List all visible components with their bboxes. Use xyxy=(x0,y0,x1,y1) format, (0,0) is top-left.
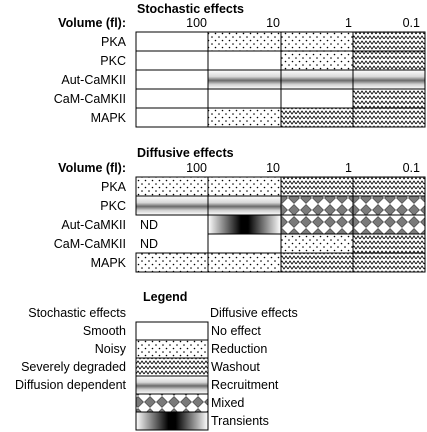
stochastic-grid xyxy=(135,31,426,128)
stochastic-cell-gradient xyxy=(352,69,426,90)
stochastic-row-label: PKA xyxy=(101,35,127,49)
stochastic-cell-none xyxy=(207,88,282,109)
stochastic-cell-none xyxy=(135,88,209,109)
diffusive-grid xyxy=(135,176,426,273)
stochastic-panel: Stochastic effects Volume (fl): 100 10 1… xyxy=(54,2,426,128)
diffusive-nd-label: ND xyxy=(140,218,158,232)
legend-diffusive-label: Transients xyxy=(211,414,269,428)
stochastic-row-labels: PKA PKC Aut-CaMKII CaM-CaMKII MAPK xyxy=(54,35,127,125)
legend-items: Smooth No effect Noisy Reduction Severely de… xyxy=(15,321,279,431)
stochastic-row-label: PKC xyxy=(100,54,126,68)
stochastic-cell-zigzag xyxy=(352,50,426,71)
diffusive-cell-zigzag xyxy=(280,176,354,197)
diffusive-panel: Diffusive effects Volume (fl): 100 10 1 … xyxy=(54,146,426,273)
stochastic-tick: 1 xyxy=(345,16,352,30)
stochastic-cell-zigzag xyxy=(352,88,426,109)
stochastic-cell-dots xyxy=(280,31,354,52)
legend-stochastic-label: Severely degraded xyxy=(21,360,126,374)
legend-diffusive-label: No effect xyxy=(211,324,261,338)
legend-swatch-dots xyxy=(135,339,209,359)
legend-diffusive-header: Diffusive effects xyxy=(210,306,298,320)
legend-stochastic-label: Noisy xyxy=(95,342,127,356)
diffusive-cell-dots xyxy=(280,233,354,254)
stochastic-row-label: Aut-CaMKII xyxy=(61,73,126,87)
stochastic-cell-none xyxy=(207,50,282,71)
stochastic-cell-none xyxy=(135,107,209,128)
diffusive-cell-zigzag xyxy=(352,252,426,273)
diffusive-cell-diamond xyxy=(352,214,426,235)
legend-diffusive-label: Washout xyxy=(211,360,260,374)
stochastic-title: Stochastic effects xyxy=(137,2,244,16)
diffusive-tick: 1 xyxy=(345,161,352,175)
stochastic-cell-none xyxy=(135,50,209,71)
diffusive-row-label: PKA xyxy=(101,180,127,194)
stochastic-cell-none xyxy=(135,69,209,90)
diffusive-cell-diamond xyxy=(280,195,354,216)
diffusive-tick: 0.1 xyxy=(403,161,420,175)
legend-title: Legend xyxy=(143,290,187,304)
diffusive-cell-dots xyxy=(207,252,282,273)
stochastic-cell-gradient xyxy=(207,69,282,90)
legend-swatch-gradient xyxy=(135,375,209,395)
stochastic-cell-zigzag xyxy=(352,31,426,52)
diffusive-volume-label: Volume (fl): xyxy=(58,161,126,175)
legend-stochastic-label: Diffusion dependent xyxy=(15,378,126,392)
stochastic-tick: 10 xyxy=(266,16,280,30)
stochastic-row-label: MAPK xyxy=(91,111,127,125)
diffusive-cell-dots xyxy=(207,176,282,197)
legend-diffusive-label: Recruitment xyxy=(211,378,279,392)
diffusive-row-label: PKC xyxy=(100,199,126,213)
diffusive-row-label: CaM-CaMKII xyxy=(54,237,126,251)
stochastic-cell-dots xyxy=(207,107,282,128)
diffusive-title: Diffusive effects xyxy=(137,146,234,160)
stochastic-row-label: CaM-CaMKII xyxy=(54,92,126,106)
stochastic-cell-dots xyxy=(207,31,282,52)
stochastic-cell-none xyxy=(135,31,209,52)
diffusive-tick: 10 xyxy=(266,161,280,175)
stochastic-tick: 100 xyxy=(186,16,207,30)
diffusive-cell-zigzag xyxy=(280,252,354,273)
legend-swatch-none xyxy=(135,321,209,341)
diffusive-cell-transient xyxy=(207,214,282,235)
legend: Legend Stochastic effects Diffusive effe… xyxy=(15,290,298,431)
diffusive-cell-diamond xyxy=(352,195,426,216)
legend-stochastic-header: Stochastic effects xyxy=(28,306,126,320)
stochastic-cell-none xyxy=(280,88,354,109)
stochastic-cell-zigzag xyxy=(352,107,426,128)
stochastic-cell-zigzag xyxy=(280,107,354,128)
stochastic-tick: 0.1 xyxy=(403,16,420,30)
diffusive-row-label: MAPK xyxy=(91,256,127,270)
diffusive-tick: 100 xyxy=(186,161,207,175)
legend-diffusive-label: Mixed xyxy=(211,396,244,410)
diffusive-cell-zigzag xyxy=(352,233,426,254)
legend-swatch-diamond xyxy=(135,393,209,413)
stochastic-cell-gradient xyxy=(280,69,354,90)
legend-diffusive-label: Reduction xyxy=(211,342,267,356)
diffusive-cell-gradient xyxy=(135,195,209,216)
diffusive-cell-diamond xyxy=(280,214,354,235)
diffusive-row-label: Aut-CaMKII xyxy=(61,218,126,232)
diffusive-cell-gradient xyxy=(207,195,282,216)
legend-swatch-zigzag xyxy=(135,357,209,377)
diffusive-nd-label: ND xyxy=(140,237,158,251)
diffusive-cell-zigzag xyxy=(352,176,426,197)
legend-swatch-transient xyxy=(135,411,209,431)
diffusive-cell-none xyxy=(207,233,282,254)
legend-stochastic-label: Smooth xyxy=(83,324,126,338)
diffusive-cell-dots xyxy=(135,176,209,197)
diffusive-row-labels: PKA PKC Aut-CaMKII ND CaM-CaMKII ND MAPK xyxy=(54,180,158,270)
stochastic-cell-dots xyxy=(280,50,354,71)
stochastic-volume-label: Volume (fl): xyxy=(58,16,126,30)
diffusive-cell-dots xyxy=(135,252,209,273)
